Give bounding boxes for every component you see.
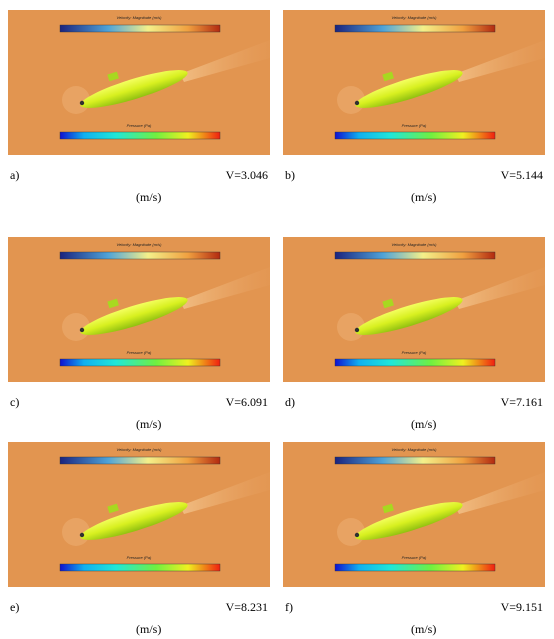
sail: [382, 298, 394, 309]
velocity-legend-title: Velocity: Magnitude (m/s): [392, 15, 438, 20]
nose: [354, 100, 360, 106]
pressure-colorbar: [334, 131, 496, 140]
unit-label: (m/s): [411, 417, 437, 431]
hull: [80, 297, 188, 335]
velocity-colorbar: [334, 251, 496, 260]
sail: [107, 503, 119, 514]
pressure-colorbar: [334, 563, 496, 572]
sail: [107, 298, 119, 309]
velocity-colorbar: [59, 24, 221, 33]
sail: [382, 71, 394, 82]
sail: [107, 71, 119, 82]
wake: [180, 40, 270, 82]
panel: Velocity: Magnitude (m/s) Pressure (Pa) c)…: [8, 237, 270, 437]
velocity-label: V=6.091: [225, 395, 268, 409]
wake: [455, 267, 545, 309]
hull: [355, 70, 463, 108]
pressure-colorbar: [59, 563, 221, 572]
panel-label: f): [285, 600, 293, 614]
panel-label: b): [285, 168, 295, 182]
cfd-image: Velocity: Magnitude (m/s) Pressure (Pa): [283, 442, 545, 587]
velocity-legend-title: Velocity: Magnitude (m/s): [117, 242, 163, 247]
pressure-legend-title: Pressure (Pa): [402, 123, 427, 128]
velocity-label: V=3.046: [225, 168, 268, 182]
pressure-legend-title: Pressure (Pa): [127, 350, 152, 355]
nose: [354, 327, 360, 333]
velocity-label: V=7.161: [500, 395, 543, 409]
unit-label: (m/s): [136, 417, 162, 431]
velocity-label: V=8.231: [225, 600, 268, 614]
pressure-colorbar: [59, 358, 221, 367]
cfd-image: Velocity: Magnitude (m/s) Pressure (Pa): [283, 10, 545, 155]
nose: [354, 532, 360, 538]
nose: [79, 327, 85, 333]
velocity-colorbar: [334, 24, 496, 33]
unit-label: (m/s): [136, 190, 162, 204]
unit-label: (m/s): [411, 190, 437, 204]
panel: Velocity: Magnitude (m/s) Pressure (Pa) a)…: [8, 10, 270, 210]
pressure-colorbar: [59, 131, 221, 140]
hull: [355, 502, 463, 540]
wake: [180, 267, 270, 309]
pressure-legend-title: Pressure (Pa): [127, 555, 152, 560]
velocity-legend-title: Velocity: Magnitude (m/s): [117, 15, 163, 20]
pressure-colorbar: [334, 358, 496, 367]
hull: [355, 297, 463, 335]
hull: [80, 502, 188, 540]
panel-label: a): [10, 168, 20, 182]
pressure-legend-title: Pressure (Pa): [402, 350, 427, 355]
panel: Velocity: Magnitude (m/s) Pressure (Pa) e)…: [8, 442, 270, 639]
sail: [382, 503, 394, 514]
velocity-colorbar: [59, 456, 221, 465]
panel: Velocity: Magnitude (m/s) Pressure (Pa) d)…: [283, 237, 545, 437]
hull: [80, 70, 188, 108]
panel: Velocity: Magnitude (m/s) Pressure (Pa) b)…: [283, 10, 545, 210]
panel-label: d): [285, 395, 295, 409]
unit-label: (m/s): [411, 622, 437, 636]
pressure-legend-title: Pressure (Pa): [402, 555, 427, 560]
velocity-label: V=9.151: [500, 600, 543, 614]
velocity-legend-title: Velocity: Magnitude (m/s): [392, 447, 438, 452]
wake: [455, 40, 545, 82]
panel-label: e): [10, 600, 20, 614]
unit-label: (m/s): [136, 622, 162, 636]
panel-label: c): [10, 395, 20, 409]
cfd-image: Velocity: Magnitude (m/s) Pressure (Pa): [8, 237, 270, 382]
pressure-legend-title: Pressure (Pa): [127, 123, 152, 128]
velocity-legend-title: Velocity: Magnitude (m/s): [392, 242, 438, 247]
cfd-image: Velocity: Magnitude (m/s) Pressure (Pa): [283, 237, 545, 382]
velocity-legend-title: Velocity: Magnitude (m/s): [117, 447, 163, 452]
velocity-colorbar: [59, 251, 221, 260]
cfd-image: Velocity: Magnitude (m/s) Pressure (Pa): [8, 442, 270, 587]
velocity-colorbar: [334, 456, 496, 465]
velocity-label: V=5.144: [500, 168, 543, 182]
nose: [79, 100, 85, 106]
wake: [455, 472, 545, 514]
panel: Velocity: Magnitude (m/s) Pressure (Pa) f)…: [283, 442, 545, 639]
cfd-image: Velocity: Magnitude (m/s) Pressure (Pa): [8, 10, 270, 155]
wake: [180, 472, 270, 514]
nose: [79, 532, 85, 538]
